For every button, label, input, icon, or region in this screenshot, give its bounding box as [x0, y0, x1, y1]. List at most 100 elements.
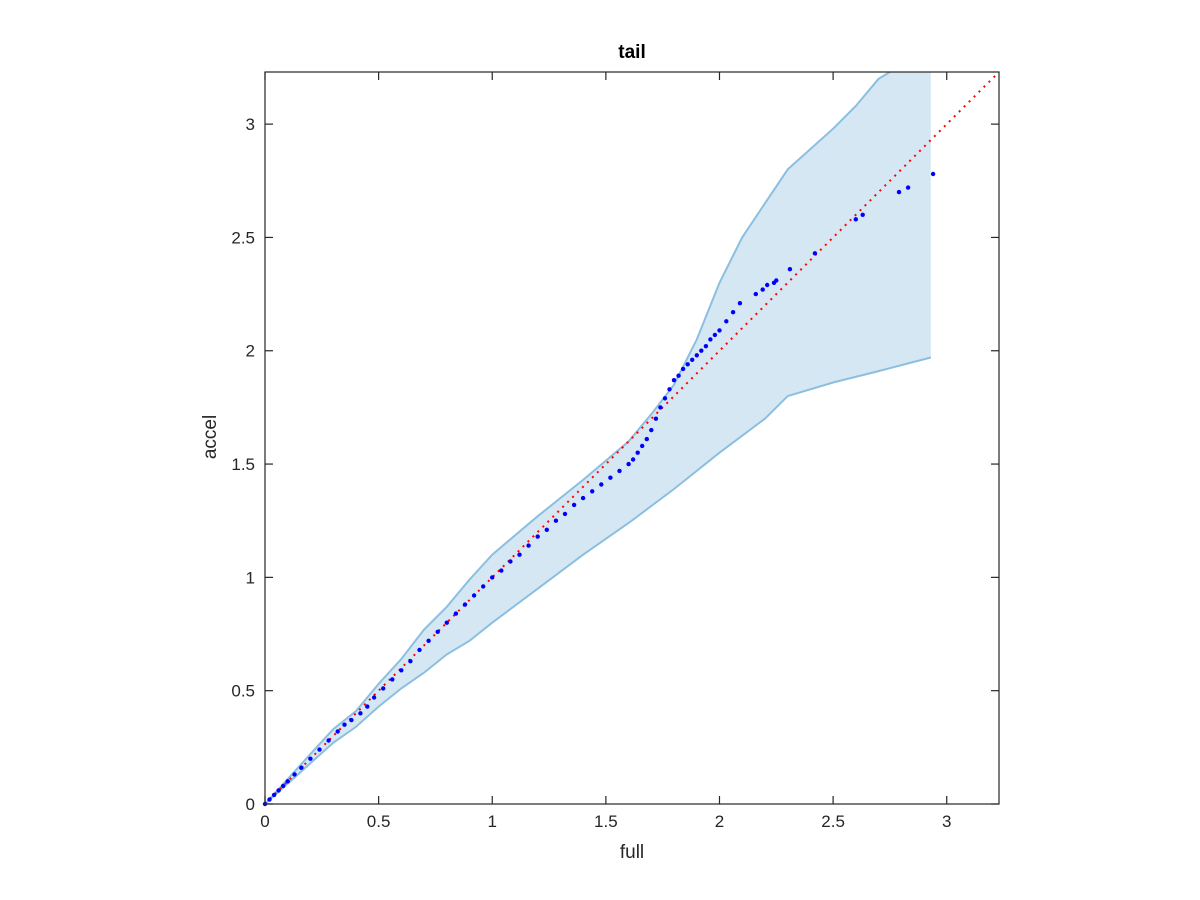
data-point	[608, 475, 613, 480]
data-point	[812, 251, 818, 256]
data-point	[640, 443, 645, 449]
data-point	[599, 482, 604, 487]
data-point	[317, 747, 322, 752]
chart-title: tail	[618, 42, 645, 63]
data-point	[765, 282, 770, 288]
data-point	[580, 495, 586, 501]
data-point	[444, 620, 449, 625]
data-point	[417, 647, 422, 653]
confidence-band	[265, 72, 931, 804]
y-tick-label: 2.5	[231, 228, 255, 247]
data-point	[462, 602, 468, 607]
x-tick-label: 0	[260, 812, 269, 831]
data-point	[658, 405, 663, 410]
data-point	[760, 287, 765, 292]
data-point	[299, 765, 304, 770]
data-point	[526, 543, 531, 548]
axes-box	[264, 71, 1000, 805]
data-point	[590, 489, 595, 494]
x-axis-label: full	[620, 842, 644, 863]
y-axis-label: accel	[200, 415, 221, 459]
x-tick-label: 2	[715, 812, 724, 831]
data-point	[635, 450, 640, 455]
data-point	[896, 189, 902, 195]
band-upper-edge	[264, 71, 891, 805]
data-point	[390, 677, 395, 682]
data-point	[471, 593, 477, 598]
data-point	[571, 502, 577, 508]
data-point	[787, 267, 793, 272]
y-tick-label: 1	[246, 568, 255, 587]
data-point	[335, 729, 340, 734]
data-point	[708, 337, 713, 342]
y-tick-label: 0.5	[231, 682, 255, 701]
data-point	[724, 319, 729, 324]
data-point	[267, 797, 272, 802]
y-tick-label: 3	[246, 115, 255, 134]
data-point	[562, 511, 568, 517]
data-point	[730, 310, 736, 315]
plot-area	[262, 71, 1000, 807]
data-point	[737, 301, 743, 306]
x-tick-label: 3	[942, 812, 951, 831]
data-point	[667, 387, 672, 392]
data-points	[262, 171, 936, 807]
data-point	[371, 695, 377, 700]
data-point	[860, 212, 865, 217]
y-tick-label: 0	[246, 795, 255, 814]
data-point	[342, 722, 347, 727]
data-point	[535, 534, 540, 539]
data-point	[905, 185, 911, 190]
data-point	[435, 629, 440, 634]
x-tick-label: 1.5	[594, 812, 618, 831]
data-point	[517, 552, 522, 557]
data-point	[276, 788, 281, 793]
data-point	[399, 668, 404, 673]
data-point	[712, 332, 718, 338]
data-point	[617, 468, 622, 474]
data-point	[717, 328, 722, 333]
data-point	[358, 711, 363, 716]
data-point	[292, 772, 297, 777]
data-point	[662, 396, 668, 401]
data-point	[685, 362, 690, 367]
x-tick-label: 0.5	[367, 812, 391, 831]
x-tick-label: 1	[488, 812, 497, 831]
data-point	[326, 738, 331, 743]
data-point	[381, 686, 386, 691]
data-point	[499, 568, 504, 573]
reference-line	[264, 71, 1000, 805]
data-point	[553, 518, 559, 523]
data-point	[481, 584, 486, 589]
data-point	[690, 357, 695, 362]
data-point	[308, 756, 313, 761]
x-axis: 0 0.5 1 1.5 2 2.5 3	[260, 72, 951, 831]
data-point	[753, 291, 758, 297]
data-point	[626, 461, 631, 467]
data-point	[653, 416, 659, 421]
band-lower-edge	[264, 356, 932, 805]
x-tick-label: 2.5	[821, 812, 845, 831]
y-axis: 0 0.5 1 1.5 2 2.5 3	[231, 115, 999, 814]
data-point	[349, 717, 354, 723]
data-point	[703, 344, 709, 349]
data-point	[408, 659, 413, 664]
data-point	[544, 527, 549, 532]
data-point	[680, 366, 686, 372]
data-point	[508, 559, 513, 564]
data-point	[453, 611, 459, 616]
data-point	[281, 783, 286, 789]
data-point	[853, 217, 858, 222]
data-point	[930, 171, 936, 177]
data-point	[365, 704, 370, 709]
y-tick-label: 2	[246, 342, 255, 361]
data-point	[426, 638, 431, 643]
data-point	[694, 353, 699, 358]
data-point	[699, 348, 704, 353]
data-point	[285, 779, 290, 784]
data-point	[490, 575, 495, 580]
data-point	[271, 792, 277, 798]
data-point	[676, 373, 681, 378]
y-tick-label: 1.5	[231, 455, 255, 474]
